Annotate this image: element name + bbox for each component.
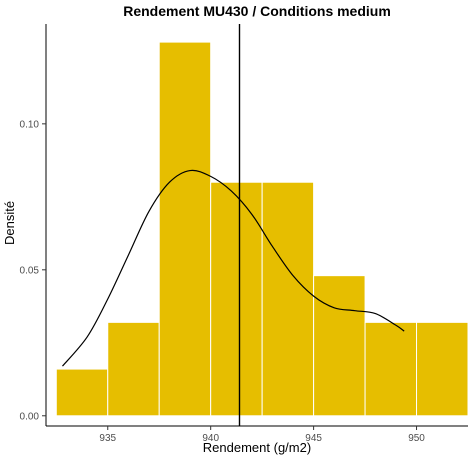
y-axis-title: Densité [2, 201, 17, 245]
histogram-bar [158, 41, 212, 417]
histogram-bar [210, 181, 263, 417]
x-tick-label: 945 [305, 433, 322, 444]
density-curve [62, 169, 405, 367]
y-tick-label: 0.10 [20, 119, 40, 130]
x-axis-title: Rendement (g/m2) [203, 440, 311, 455]
histogram-bar [107, 321, 160, 417]
y-tick-label: 0.05 [20, 265, 40, 276]
histogram-bar [416, 321, 469, 417]
histogram-bar [364, 321, 418, 417]
histogram-bars [55, 41, 469, 417]
histogram-bar [313, 275, 366, 417]
x-axis-ticks: 935 940 945 950 [99, 426, 425, 444]
histogram-bar [261, 181, 315, 417]
x-tick-label: 935 [99, 433, 116, 444]
x-tick-label: 950 [408, 433, 425, 444]
histogram-bar [55, 368, 109, 417]
chart-title: Rendement MU430 / Conditions medium [123, 3, 391, 19]
y-tick-label: 0.00 [20, 411, 40, 422]
x-tick-label: 940 [202, 433, 219, 444]
y-axis-ticks: 0.00 0.05 0.10 [20, 119, 46, 422]
